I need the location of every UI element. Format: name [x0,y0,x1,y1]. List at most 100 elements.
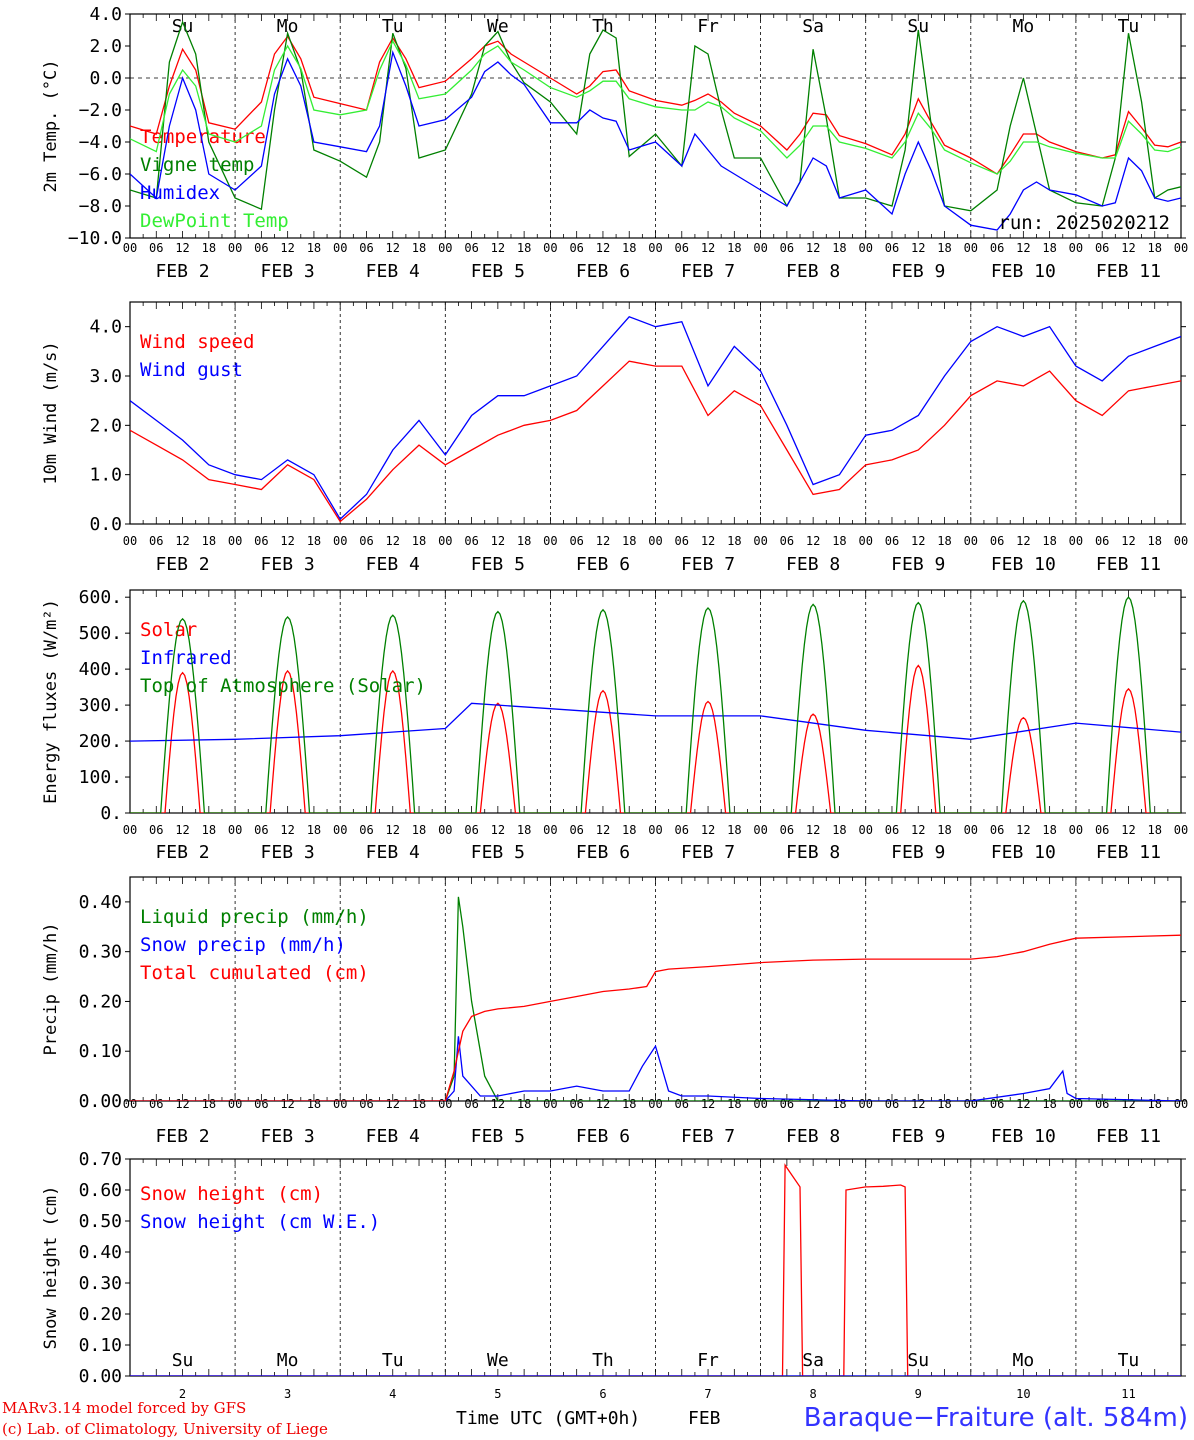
weekday-label: Mo [1013,16,1035,37]
y-tick-label: −2.0 [79,100,122,121]
date-label: FEB 10 [991,554,1056,575]
x-tick-label: 18 [1147,823,1161,837]
x-tick-label: 06 [885,823,899,837]
date-label: FEB 9 [891,1126,945,1147]
x-tick-label: 12 [175,241,189,255]
panel-4: 0.40 0.30 0.20 0.10 0.00 Precip (mm/h) 00 06 12 1… [41,876,1188,1147]
weekday-label: Su [907,16,929,37]
date-label: FEB 10 [991,1126,1056,1147]
legend-entry: Humidex [140,182,220,204]
run-label: run: 2025020212 [998,212,1170,234]
date-label: FEB 2 [155,1126,209,1147]
weekday-label: We [487,1350,509,1371]
series-line-vigne-temp [130,20,1181,212]
x-tick-label: 18 [1147,241,1161,255]
date-label: FEB 7 [681,842,735,863]
date-label: FEB 11 [1096,842,1161,863]
date-label: FEB 11 [1096,1126,1161,1147]
x-tick-label: 06 [990,534,1004,548]
y-tick-label: 4.0 [89,4,122,25]
x-tick-label: 12 [701,1097,715,1111]
x-tick-label: 06 [569,534,583,548]
x-tick-label: 00 [1174,823,1188,837]
x-tick-label: 12 [701,241,715,255]
x-tick-label: 18 [412,823,426,837]
x-tick-label: 18 [832,1097,846,1111]
x-tick-label: 00 [1174,241,1188,255]
x-tick-label: 18 [307,823,321,837]
x-tick-label: 12 [175,534,189,548]
y-tick-label: 300. [79,695,122,716]
x-tick-label: 00 [1174,534,1188,548]
weekday-label: Tu [1118,16,1140,37]
y-tick-label: 200. [79,731,122,752]
date-label: FEB 2 [155,261,209,282]
date-label: FEB 5 [471,842,525,863]
x-tick-label: 18 [622,241,636,255]
x-tick-label: 06 [1095,823,1109,837]
x-tick-label: 12 [1016,534,1030,548]
x-tick-label: 06 [464,534,478,548]
x-tick-label: 18 [832,534,846,548]
y-tick-label: 0. [100,803,122,824]
x-tick-label: 00 [333,823,347,837]
x-tick-label: 12 [1016,823,1030,837]
x-tick-label: 12 [175,1097,189,1111]
x-tick-label: 00 [438,534,452,548]
series-line-infrared [130,702,1181,742]
x-tick-label: 00 [333,1097,347,1111]
x-tick-label: 00 [123,1097,137,1111]
x-tick-label: 12 [806,823,820,837]
legend-entry: DewPoint Temp [140,210,289,232]
y-tick-label: 0.10 [79,1041,122,1062]
x-tick-label: 12 [491,534,505,548]
y-tick-label: 0.30 [79,1273,122,1294]
legend-entry: Solar [140,619,197,641]
y-axis-title: 2m Temp. (°C) [41,59,61,192]
y-tick-label: 0.20 [79,1304,122,1325]
x-tick-label: 00 [543,241,557,255]
x-tick-label: 12 [386,534,400,548]
x-tick-label: 12 [386,241,400,255]
x-tick-label: 06 [990,1097,1004,1111]
x-tick-label: 06 [569,241,583,255]
x-tick-label: 18 [622,823,636,837]
x-tick-label: 06 [1095,534,1109,548]
x-tick-label: 12 [1016,241,1030,255]
x-tick-label: 12 [1121,241,1135,255]
x-tick-label: 18 [937,534,951,548]
x-tick-label: 06 [254,1097,268,1111]
x-tick-label: 12 [1121,823,1135,837]
x-tick-label: 18 [517,534,531,548]
x-tick-label: 12 [175,823,189,837]
series-line-snow-precip-mm-h [130,1036,1181,1101]
y-tick-label: −10.0 [68,228,122,249]
date-label: FEB 5 [471,1126,525,1147]
x-tick-label: 18 [1042,241,1056,255]
y-axis-title: Snow height (cm) [41,1186,61,1350]
x-tick-label: 12 [596,1097,610,1111]
x-tick-label: 06 [359,823,373,837]
panel-2: 4.0 3.0 2.0 1.0 0.0 10m Wind (m/s) 00 06 12 18 FEB… [41,301,1188,575]
x-tick-label: 00 [964,823,978,837]
x-tick-label: 00 [543,823,557,837]
x-tick-label: 06 [990,823,1004,837]
date-label: FEB 11 [1096,554,1161,575]
day-number: 6 [599,1387,606,1401]
weekday-label: Su [172,1350,194,1371]
x-tick-label: 00 [1069,823,1083,837]
x-tick-label: 12 [806,534,820,548]
x-tick-label: 06 [675,1097,689,1111]
y-tick-label: 0.40 [79,1242,122,1263]
date-label: FEB 6 [576,554,630,575]
series-line-snow-height-cm [130,1163,1181,1376]
x-tick-label: 18 [832,823,846,837]
date-label: FEB 8 [786,261,840,282]
y-tick-label: 500. [79,623,122,644]
day-number: 5 [494,1387,501,1401]
x-tick-label: 12 [386,1097,400,1111]
x-tick-label: 12 [1121,534,1135,548]
y-tick-label: 100. [79,767,122,788]
date-label: FEB 7 [681,554,735,575]
